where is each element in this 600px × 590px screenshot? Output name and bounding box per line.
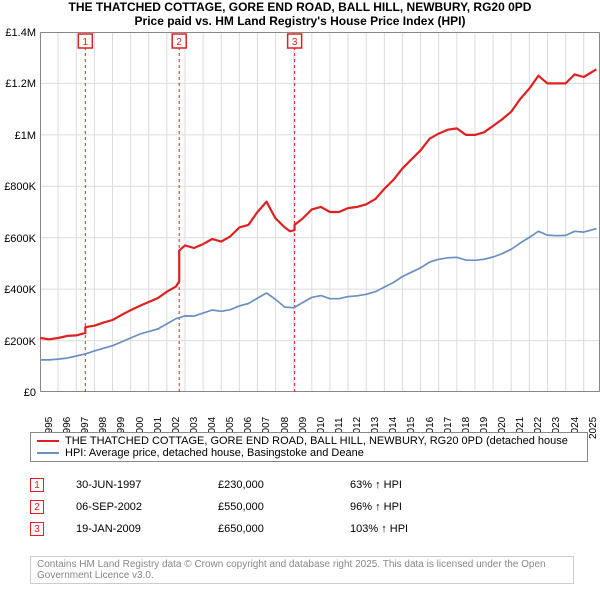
legend-label: HPI: Average price, detached house, Basi… [65,447,364,459]
legend-swatch [37,452,59,454]
marker-table: 1 30-JUN-1997 £230,000 63% ↑ HPI 2 06-SEP-200… [30,474,570,540]
x-axis-labels: 1995199619971998199920002001200220032004… [40,395,600,431]
legend-row: THE THATCHED COTTAGE, GORE END ROAD, BAL… [37,435,581,447]
marker-date: 19-JAN-2009 [76,523,176,535]
svg-text:2: 2 [176,37,182,48]
legend-row: HPI: Average price, detached house, Basi… [37,447,581,459]
y-tick-label: £1.4M [5,27,36,39]
marker-pct: 63% ↑ HPI [350,479,402,491]
y-tick-label: £800K [4,181,36,193]
marker-badge: 1 [30,478,44,492]
svg-text:3: 3 [292,37,298,48]
title-line-2: Price paid vs. HM Land Registry's House … [0,14,600,28]
marker-price: £230,000 [218,479,308,491]
marker-badge: 3 [30,522,44,536]
svg-text:1: 1 [83,37,89,48]
y-tick-label: £200K [4,336,36,348]
chart-plot-area: 1 2 3 [40,32,600,392]
footnote: Contains HM Land Registry data © Crown c… [30,556,574,584]
y-tick-label: £400K [4,284,36,296]
legend-label: THE THATCHED COTTAGE, GORE END ROAD, BAL… [65,435,568,447]
x-tick-label: 2025 [588,417,599,439]
marker-row: 3 19-JAN-2009 £650,000 103% ↑ HPI [30,518,570,540]
marker-row: 1 30-JUN-1997 £230,000 63% ↑ HPI [30,474,570,496]
marker-badge: 2 [30,500,44,514]
marker-pct: 103% ↑ HPI [350,523,408,535]
title-line-1: THE THATCHED COTTAGE, GORE END ROAD, BAL… [0,0,600,14]
legend: THE THATCHED COTTAGE, GORE END ROAD, BAL… [30,432,588,462]
marker-price: £650,000 [218,523,308,535]
y-tick-label: £600K [4,233,36,245]
marker-date: 30-JUN-1997 [76,479,176,491]
y-tick-label: £1M [15,130,36,142]
marker-row: 2 06-SEP-2002 £550,000 96% ↑ HPI [30,496,570,518]
y-axis-labels: £0£200K£400K£600K£800K£1M£1.2M£1.4M [0,33,40,393]
marker-date: 06-SEP-2002 [76,501,176,513]
marker-price: £550,000 [218,501,308,513]
marker-pct: 96% ↑ HPI [350,501,402,513]
chart-svg: 1 2 3 [40,32,600,392]
y-tick-label: £0 [24,387,36,399]
y-tick-label: £1.2M [5,78,36,90]
legend-swatch [37,440,59,442]
